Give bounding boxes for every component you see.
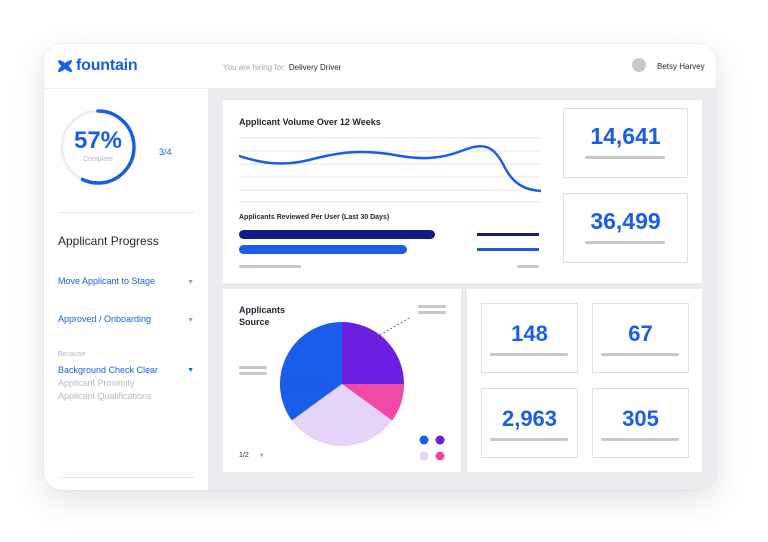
source-panel: Applicants Source 1/2 ▼ <box>223 289 461 472</box>
stat-card[interactable]: 67 <box>592 303 689 373</box>
stat-value: 148 <box>511 321 548 346</box>
placeholder-bar <box>418 305 446 308</box>
top-stats-panel: 14,641 36,499 <box>550 100 702 283</box>
stat-card[interactable]: 2,963 <box>481 388 578 458</box>
progress-arc <box>60 109 136 185</box>
legend-line <box>477 233 539 236</box>
chevron-down-icon: ▼ <box>187 367 194 374</box>
legend-swatch <box>419 435 429 445</box>
volume-line <box>239 145 541 193</box>
legend-swatch <box>435 451 445 461</box>
placeholder-bar <box>239 366 267 369</box>
stat-card[interactable]: 148 <box>481 303 578 373</box>
stat-value: 305 <box>622 406 659 431</box>
progress-caption: Complete <box>83 156 113 163</box>
placeholder-bar <box>517 265 539 268</box>
legend-swatch <box>419 451 429 461</box>
section-title: Applicant Progress <box>58 234 159 248</box>
reason-dropdown[interactable]: Background Check Clear ▼ <box>58 365 194 375</box>
page-indicator: 1/2 <box>239 452 249 459</box>
pie-slice-4 <box>280 322 342 421</box>
stats-grid-panel: 148 67 2,963 305 <box>467 289 702 472</box>
reason-option[interactable]: Applicant Qualifications <box>58 391 152 401</box>
move-stage-label: Move Applicant to Stage <box>58 276 156 286</box>
placeholder-bar <box>490 438 568 441</box>
top-bar: fountain You are hiring for: Delivery Dri… <box>44 44 716 89</box>
divider <box>58 477 194 478</box>
fountain-logo-icon <box>58 60 72 72</box>
placeholder-bar <box>585 156 665 159</box>
reviewed-title: Applicants Reviewed Per User (Last 30 Da… <box>239 214 390 221</box>
legend-swatches <box>419 435 445 461</box>
placeholder-bar <box>490 353 568 356</box>
reason-caption: Because <box>58 351 86 358</box>
placeholder-bar <box>239 372 267 375</box>
progress-ring <box>60 109 136 185</box>
stat-value: 14,641 <box>590 123 661 149</box>
brand-logo[interactable]: fountain <box>58 57 138 75</box>
chevron-down-icon: ▼ <box>187 279 194 286</box>
stat-card[interactable]: 14,641 <box>563 108 688 178</box>
avatar[interactable] <box>632 58 646 72</box>
hiring-role[interactable]: Delivery Driver <box>288 63 342 72</box>
placeholder-bar <box>239 265 301 268</box>
reason-selected: Background Check Clear <box>58 365 159 375</box>
legend-line <box>477 248 539 251</box>
user-name[interactable]: Betsy Harvey <box>657 62 705 71</box>
pie-slice-2 <box>342 384 404 421</box>
placeholder-bar <box>601 438 679 441</box>
stat-value: 2,963 <box>501 406 558 431</box>
progress-percent: 57% <box>73 127 123 154</box>
stat-card[interactable]: 305 <box>592 388 689 458</box>
placeholder-bar <box>601 353 679 356</box>
source-title-line1: Applicants <box>239 305 286 315</box>
reviewed-bar-user-2 <box>239 245 407 254</box>
volume-title: Applicant Volume Over 12 Weeks <box>239 117 381 127</box>
stat-card[interactable]: 36,499 <box>563 193 688 263</box>
divider <box>58 212 194 213</box>
hiring-for: You are hiring for: Delivery Driver <box>223 63 341 72</box>
placeholder-bar <box>418 311 446 314</box>
move-stage-dropdown[interactable]: Move Applicant to Stage ▼ <box>58 276 194 290</box>
volume-line-chart <box>239 137 541 203</box>
chevron-down-icon: ▼ <box>258 453 265 459</box>
stat-value: 67 <box>628 321 653 346</box>
source-pie-chart <box>280 316 412 446</box>
reviewed-bar-user-1 <box>239 230 435 239</box>
stat-value: 36,499 <box>590 208 661 234</box>
pie-slice-3 <box>291 384 393 446</box>
app-window: fountain You are hiring for: Delivery Dri… <box>44 44 716 490</box>
chevron-down-icon: ▼ <box>187 317 194 324</box>
placeholder-bar <box>585 241 665 244</box>
dashboard-main: Applicant Volume Over 12 Weeks Applicant… <box>208 89 716 490</box>
stage-dropdown[interactable]: Approved / Onboarding ▼ <box>58 314 194 328</box>
volume-panel: Applicant Volume Over 12 Weeks Applicant… <box>223 100 550 283</box>
source-title-line2: Source <box>239 317 270 327</box>
step-count: 3/4 <box>159 147 172 157</box>
brand-name: fountain <box>76 57 138 74</box>
pager[interactable]: 1/2 ▼ <box>239 452 265 459</box>
reason-option[interactable]: Applicant Proximity <box>58 378 135 388</box>
legend-swatch <box>435 435 445 445</box>
pie-slice-1 <box>342 322 404 384</box>
hiring-prefix: You are hiring for: <box>223 63 286 72</box>
sidebar: 57% Complete 3/4 Applicant Progress Move… <box>44 89 208 490</box>
stage-value: Approved / Onboarding <box>58 314 152 324</box>
